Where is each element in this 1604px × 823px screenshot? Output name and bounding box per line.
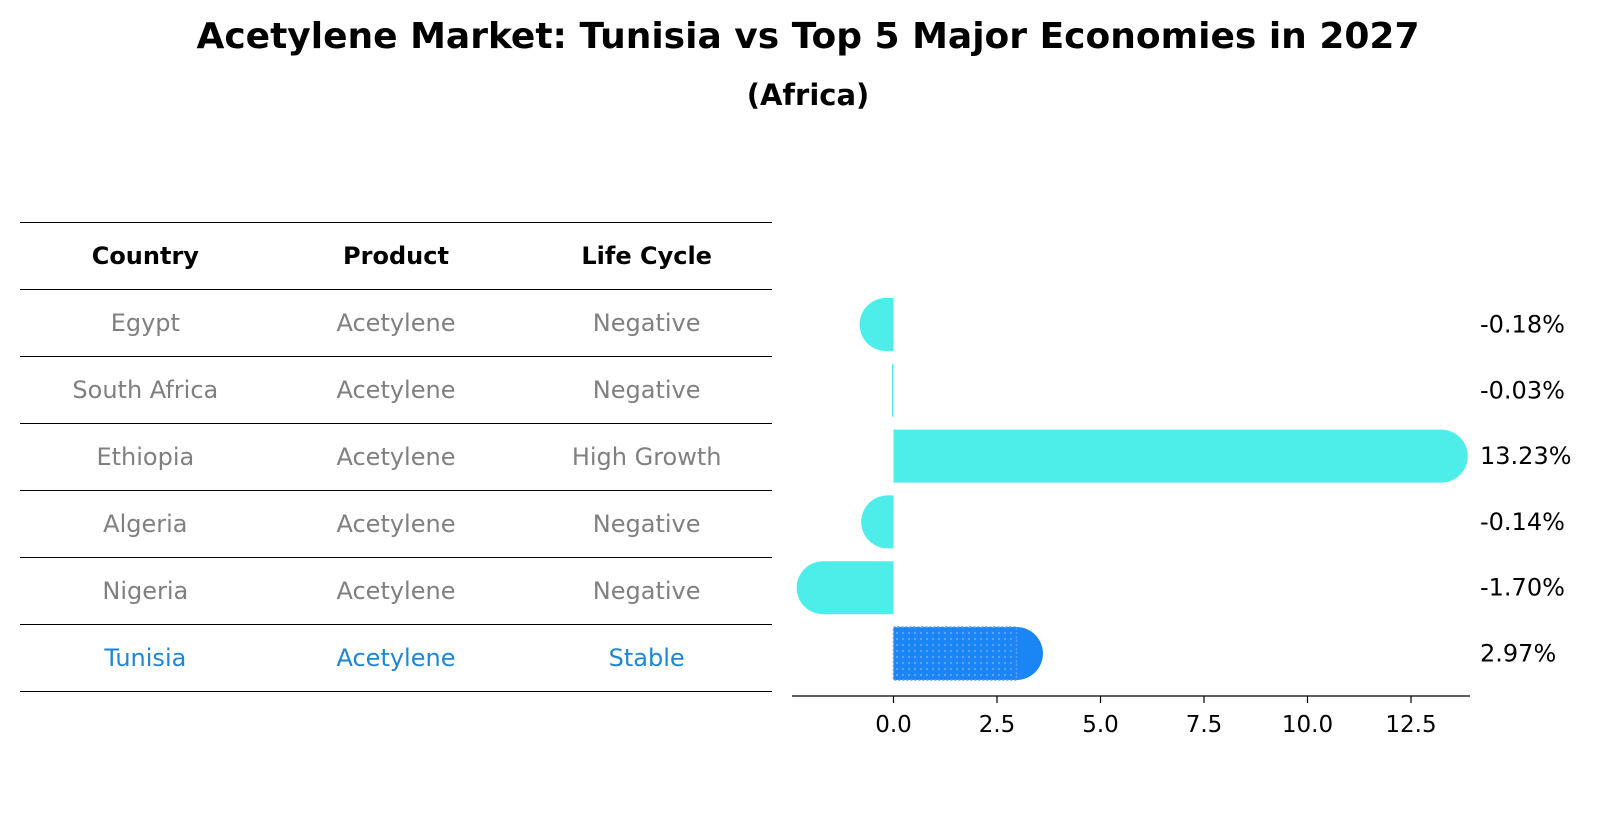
cell-country: Algeria — [20, 490, 271, 558]
x-tick-label: 7.5 — [1186, 712, 1223, 738]
table-row-highlighted: Tunisia Acetylene Stable — [20, 624, 772, 692]
header-life-cycle: Life Cycle — [521, 222, 772, 290]
header-product: Product — [270, 222, 522, 290]
cell-country: Nigeria — [20, 557, 271, 625]
table-row: Nigeria Acetylene Negative — [20, 557, 772, 625]
bar-nigeria — [796, 561, 894, 615]
chart-subtitle: (Africa) — [746, 78, 870, 112]
table-row: Algeria Acetylene Negative — [20, 490, 772, 558]
data-label: -0.18% — [1480, 311, 1565, 339]
x-tick-label: 10.0 — [1282, 712, 1333, 738]
cell-life-cycle: High Growth — [521, 423, 772, 491]
cell-country: South Africa — [20, 356, 271, 424]
x-tick-label: 5.0 — [1082, 712, 1119, 738]
bar-algeria — [861, 495, 894, 549]
cell-life-cycle: Negative — [521, 557, 772, 625]
data-label: -0.14% — [1480, 508, 1565, 536]
cell-country: Ethiopia — [20, 423, 271, 491]
cell-product: Acetylene — [270, 356, 522, 424]
x-tick-label: 12.5 — [1385, 712, 1436, 738]
cell-life-cycle: Negative — [521, 356, 772, 424]
chart-title: Acetylene Market: Tunisia vs Top 5 Major… — [196, 16, 1420, 57]
cell-life-cycle: Stable — [521, 624, 772, 692]
table-row: South Africa Acetylene Negative — [20, 356, 772, 424]
cell-country: Tunisia — [20, 624, 271, 692]
cell-life-cycle: Negative — [521, 490, 772, 558]
x-tick-label: 2.5 — [979, 712, 1016, 738]
bar-south-africa — [892, 363, 894, 417]
table-header-row: Country Product Life Cycle — [20, 222, 772, 290]
cell-product: Acetylene — [270, 557, 522, 625]
cell-product: Acetylene — [270, 624, 522, 692]
data-label: 13.23% — [1480, 442, 1572, 470]
cell-product: Acetylene — [270, 423, 522, 491]
bar-highlight-hatch — [892, 626, 1018, 681]
cell-product: Acetylene — [270, 289, 522, 357]
bar-egypt — [859, 298, 894, 351]
table-row: Egypt Acetylene Negative — [20, 289, 772, 357]
header-country: Country — [20, 222, 271, 290]
cell-product: Acetylene — [270, 490, 522, 558]
comparison-table: Country Product Life Cycle Egypt Acetyle… — [20, 222, 772, 692]
cell-country: Egypt — [20, 289, 271, 357]
cell-life-cycle: Negative — [521, 289, 772, 357]
data-label: -0.03% — [1480, 376, 1565, 404]
data-label: 2.97% — [1480, 640, 1556, 668]
table-row: Ethiopia Acetylene High Growth — [20, 423, 772, 491]
bar-ethiopia — [893, 429, 1468, 483]
data-label: -1.70% — [1480, 574, 1565, 602]
x-tick-label: 0.0 — [875, 712, 912, 738]
